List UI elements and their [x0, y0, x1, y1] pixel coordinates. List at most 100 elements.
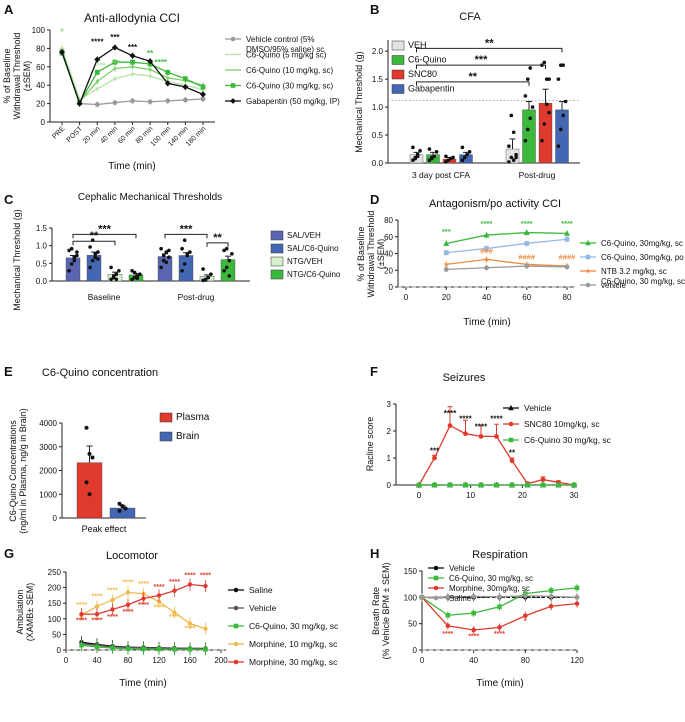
panel-b-group-label: 3 day post CFA — [412, 170, 470, 180]
panel-g-legend-marker — [233, 641, 239, 647]
panel-d-series-line — [446, 265, 568, 271]
panel-c-data-point — [88, 245, 92, 249]
panel-g-annotation: **** — [169, 579, 180, 586]
panel-c-data-point — [109, 277, 113, 282]
panel-e-y-tick-label: 4000 — [39, 419, 57, 428]
panel-h-y-tick-label: 100 — [404, 593, 418, 602]
panel-h-annotation: **** — [468, 633, 479, 640]
panel-d-data-point — [483, 231, 490, 238]
panel-f-annotation: **** — [490, 415, 503, 424]
panel-g-data-point — [203, 626, 208, 631]
panel-d-legend-label: C6-Quino, 30mg/kg, sc — [601, 239, 683, 248]
panel-a-annotation: ** — [114, 59, 121, 68]
panel-f-annotation: **** — [444, 409, 457, 418]
panel-g-annotation: **** — [76, 602, 87, 609]
panel-a-y-label: Withdrawal Threshold — [12, 33, 22, 120]
panel-b-data-point — [559, 127, 563, 132]
panel-f-data-point — [432, 455, 437, 461]
panel-g-data-point — [141, 596, 146, 601]
panel-d-legend-label: C6-Quino, 30mg/kg, po — [601, 253, 684, 262]
panel-a-data-point — [200, 84, 206, 90]
panel-h-x-label: Time (min) — [476, 678, 523, 689]
panel-a-annotation: *** — [128, 43, 138, 52]
panel-a-y-tick-label: 0 — [41, 118, 46, 127]
panel-c-data-point — [90, 258, 95, 263]
panel-g-data-point — [94, 611, 100, 617]
panel-g-data-point — [125, 590, 131, 595]
panel-a-x-label: Time (min) — [108, 161, 155, 172]
panel-g-data-point — [79, 643, 84, 648]
panel-f-data-point — [525, 482, 530, 488]
panel-f-annotation: **** — [459, 415, 472, 424]
panel-g-legend-label: Morphine, 30 mg/kg, sc — [249, 657, 338, 667]
panel-a-data-point — [165, 69, 171, 75]
panel-g-annotation: **** — [92, 594, 103, 601]
panel-h-x-tick-label: 80 — [521, 656, 530, 665]
panel-c-y-tick-label: 1.0 — [36, 242, 48, 251]
panel-d-annotation: ### — [480, 247, 493, 256]
panel-a-y-tick-label: 40 — [36, 81, 45, 90]
panel-d-y-tick-label: 0 — [389, 283, 394, 292]
panel-b-data-point — [530, 105, 535, 109]
panel-c-bracket — [206, 242, 229, 247]
panel-e-legend-swatch — [159, 431, 173, 442]
panel-c-data-point — [96, 257, 100, 261]
panel-f-y-tick-label: 1 — [387, 454, 392, 463]
panel-c-group-label: Post-drug — [178, 292, 215, 302]
panel-c-data-point — [227, 258, 232, 263]
panel-f-label: F — [370, 364, 378, 379]
panel-b-data-point — [444, 154, 448, 159]
panel-e-data-point — [90, 455, 95, 460]
panel-g-data-point — [187, 582, 193, 587]
panel-d-data-point — [484, 265, 489, 271]
panel-c-data-point — [230, 252, 234, 256]
panel-e-data-point — [87, 492, 92, 497]
panel-b-data-point — [511, 158, 516, 163]
panel-a-y-tick-label: 80 — [36, 44, 45, 53]
panel-f-data-point — [556, 482, 561, 488]
panel-c-data-point — [161, 253, 166, 258]
panel-h-x-tick-label: 40 — [469, 656, 478, 665]
panel-c-legend-label: SAL/VEH — [287, 231, 321, 240]
panel-e-data-point — [123, 506, 128, 511]
panel-e-data-point — [117, 501, 122, 506]
panel-a-label: A — [4, 2, 14, 17]
panel-e-legend-label: Plasma — [176, 412, 210, 423]
panel-g-annotation: **** — [154, 604, 165, 611]
panel-d-legend-label: NTB 3.2 mg/kg, sc — [601, 267, 667, 276]
panel-h-annotation: **** — [494, 631, 505, 638]
panel-a-data-point — [164, 80, 171, 87]
panel-a-data-point — [182, 76, 188, 82]
panel-c-data-point — [224, 246, 229, 251]
panel-c-data-point — [117, 269, 121, 273]
panel-a-title: Anti-allodynia CCI — [84, 11, 180, 25]
panel-b-y-tick-label: 2.0 — [372, 47, 384, 56]
panel-e-data-point — [120, 504, 125, 509]
panel-c-bracket-label: *** — [180, 223, 194, 235]
panel-g-data-point — [125, 646, 131, 651]
panel-c-label: C — [4, 192, 14, 207]
panel-g-data-point — [110, 597, 115, 603]
panel-g-y-tick-label: 0 — [57, 646, 62, 655]
panel-g-data-point — [94, 604, 100, 609]
panel-d-legend-marker — [585, 267, 591, 274]
panel-a-data-point — [94, 56, 101, 63]
panel-h-y-tick-label: 50 — [408, 620, 417, 629]
panel-c-legend-label: NTG/VEH — [287, 257, 323, 266]
panel-b-data-point — [528, 66, 532, 70]
panel-a-legend-label: C6-Quino (30 mg/kg, sc) — [246, 82, 333, 91]
panel-e-y-label: (ng/ml in Plasma, ng/g in Brain) — [18, 408, 28, 534]
panel-b-label: B — [370, 2, 379, 17]
panel-d-data-point — [523, 229, 530, 235]
panel-c-data-point — [138, 272, 142, 277]
panel-b-bracket — [416, 81, 530, 86]
panel-b-data-point — [523, 138, 528, 143]
panel-g-data-point — [172, 647, 177, 652]
panel-c-data-point — [167, 255, 171, 259]
panel-g-annotation: **** — [107, 614, 118, 621]
panel-f-data-point — [416, 482, 422, 488]
panel-b-data-point — [434, 150, 439, 154]
panel-a-x-tick-label: 60 min — [117, 125, 137, 145]
panel-b-data-point — [514, 155, 518, 160]
